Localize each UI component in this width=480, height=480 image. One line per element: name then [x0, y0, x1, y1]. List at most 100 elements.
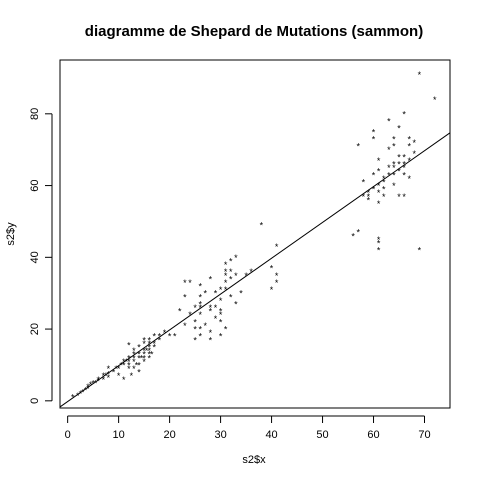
data-point: *	[79, 389, 83, 399]
data-point: *	[198, 310, 202, 320]
data-point: *	[112, 368, 116, 378]
data-point: *	[402, 152, 406, 162]
reference-line-group	[59, 132, 451, 408]
data-point: *	[413, 149, 417, 159]
data-point: *	[372, 127, 376, 137]
data-point: *	[214, 314, 218, 324]
data-point: *	[209, 328, 213, 338]
data-point: *	[107, 364, 111, 374]
data-point: *	[147, 343, 151, 353]
data-point: *	[402, 192, 406, 202]
x-tick-label: 0	[65, 429, 71, 441]
data-point: *	[372, 170, 376, 180]
plot-frame	[59, 59, 451, 409]
data-point: *	[402, 163, 406, 173]
data-point: *	[183, 278, 187, 288]
data-point: *	[193, 303, 197, 313]
data-point: *	[239, 289, 243, 299]
data-point: *	[392, 163, 396, 173]
data-point: *	[102, 371, 106, 381]
data-point: *	[387, 170, 391, 180]
data-point: *	[127, 353, 131, 363]
data-point: *	[224, 285, 228, 295]
data-point: *	[86, 382, 90, 392]
data-point: *	[107, 373, 111, 383]
data-point: *	[84, 386, 88, 396]
data-point: *	[204, 289, 208, 299]
data-point: *	[86, 384, 90, 394]
data-point: *	[132, 357, 136, 367]
y-tick-label: 20	[29, 323, 41, 335]
data-point: *	[150, 350, 154, 360]
data-point: *	[382, 174, 386, 184]
data-point: *	[145, 346, 149, 356]
data-point: *	[413, 138, 417, 148]
data-point: *	[362, 177, 366, 187]
data-point: *	[153, 332, 157, 342]
data-point: *	[224, 278, 228, 288]
data-point: *	[81, 387, 85, 397]
data-point: *	[397, 192, 401, 202]
data-point: *	[147, 339, 151, 349]
data-point: *	[387, 145, 391, 155]
data-point: *	[224, 325, 228, 335]
data-point: *	[351, 231, 355, 241]
data-point: *	[142, 353, 146, 363]
data-point: *	[392, 142, 396, 152]
data-point: *	[193, 335, 197, 345]
data-point: *	[397, 160, 401, 170]
data-point: *	[127, 341, 131, 351]
data-point: *	[244, 271, 248, 281]
data-point: *	[142, 335, 146, 345]
data-point: *	[275, 242, 279, 252]
data-point: *	[209, 307, 213, 317]
data-point: *	[387, 163, 391, 173]
data-point: *	[377, 199, 381, 209]
data-point: *	[224, 267, 228, 277]
data-point: *	[183, 321, 187, 331]
y-tick-label: 60	[29, 179, 41, 191]
data-point: *	[132, 350, 136, 360]
x-tick-label: 20	[163, 429, 175, 441]
data-point: *	[418, 246, 422, 256]
data-point: *	[91, 378, 95, 388]
x-tick-label: 60	[367, 429, 379, 441]
data-point: *	[407, 142, 411, 152]
data-point: *	[397, 152, 401, 162]
data-point: *	[147, 335, 151, 345]
data-point: *	[122, 375, 126, 385]
data-point: *	[137, 368, 141, 378]
data-point: *	[234, 271, 238, 281]
data-point: *	[127, 364, 131, 374]
x-tick-label: 10	[113, 429, 125, 441]
data-point: *	[183, 292, 187, 302]
data-point: *	[229, 256, 233, 266]
data-point: *	[198, 303, 202, 313]
data-point: *	[377, 188, 381, 198]
data-point: *	[122, 360, 126, 370]
data-point: *	[372, 134, 376, 144]
data-point: *	[356, 142, 360, 152]
data-point: *	[209, 335, 213, 345]
data-point: *	[137, 350, 141, 360]
data-point: *	[142, 357, 146, 367]
data-point: *	[367, 195, 371, 205]
data-point: *	[71, 393, 75, 403]
x-tick-label: 70	[418, 429, 430, 441]
data-point: *	[275, 271, 279, 281]
y-tick-label: 0	[29, 398, 41, 404]
data-point: *	[132, 346, 136, 356]
y-tick-label: 40	[29, 251, 41, 263]
data-point: *	[96, 377, 100, 387]
data-point: *	[397, 167, 401, 177]
data-point: *	[147, 353, 151, 363]
data-point: *	[377, 167, 381, 177]
data-point: *	[382, 177, 386, 187]
data-point: *	[356, 228, 360, 238]
data-point: *	[407, 156, 411, 166]
data-point: *	[122, 357, 126, 367]
data-point: *	[198, 292, 202, 302]
data-point: *	[234, 299, 238, 309]
data-point: *	[127, 360, 131, 370]
x-tick-label: 40	[265, 429, 277, 441]
